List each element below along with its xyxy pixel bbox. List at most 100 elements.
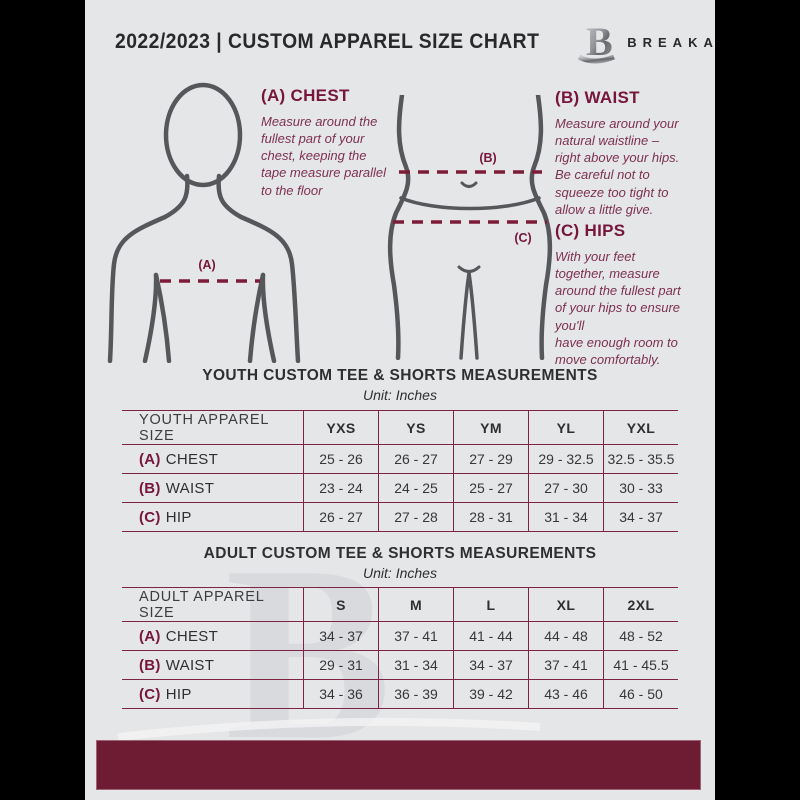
- breakaway-logo-icon: B: [578, 19, 616, 64]
- adult-col-header: ADULT APPAREL SIZE: [139, 588, 265, 621]
- youth-col-header: YL: [528, 411, 603, 444]
- watermark-swoosh: [117, 717, 541, 741]
- figure-left-hip-side: [387, 95, 411, 360]
- chest-guide-heading: (A) CHEST: [261, 86, 350, 105]
- table-cell: 28 - 31: [453, 502, 528, 531]
- waist-guide-text: Measure around your natural waistline – …: [555, 116, 680, 217]
- table-cell: 26 - 27: [303, 502, 378, 531]
- waist-line-label: (B): [479, 151, 496, 165]
- table-cell: 37 - 41: [528, 650, 603, 679]
- row-label-text: CHEST: [165, 450, 219, 468]
- row-prefix: (B): [139, 656, 161, 674]
- table-cell: 25 - 27: [453, 473, 528, 502]
- adult-col-header: 2XL: [603, 588, 678, 621]
- figure-left-torso-side: [153, 272, 172, 363]
- figure-right-hip-side: [529, 95, 553, 360]
- row-label-text: WAIST: [165, 656, 215, 674]
- adult-size-table: ADULT APPAREL SIZE S M L XL 2XL (A) CHES…: [122, 587, 678, 709]
- youth-size-table: YOUTH APPAREL SIZE YXS YS YM YL YXL (A) …: [122, 410, 678, 532]
- table-cell: 34 - 37: [303, 621, 378, 650]
- adult-table-unit: Unit: Inches: [363, 565, 437, 581]
- figure-head: [163, 82, 243, 188]
- table-cell: 39 - 42: [453, 679, 528, 708]
- table-cell: 34 - 37: [603, 502, 678, 531]
- table-cell: 36 - 39: [378, 679, 453, 708]
- figure-navel: [460, 181, 478, 188]
- hip-line-label: (C): [514, 231, 531, 245]
- figure-right-shoulder-arm: [216, 173, 301, 363]
- table-cell: 29 - 32.5: [528, 444, 603, 473]
- chest-guide-text: Measure around the fullest part of your …: [261, 114, 387, 198]
- table-cell: 27 - 30: [528, 473, 603, 502]
- page-header: 2022/2023 | CUSTOM APPAREL SIZE CHART B: [115, 19, 715, 64]
- table-cell: 41 - 44: [453, 621, 528, 650]
- table-cell: 44 - 48: [528, 621, 603, 650]
- table-cell: 34 - 36: [303, 679, 378, 708]
- table-cell: 25 - 26: [303, 444, 378, 473]
- youth-row-label: (C) HIP: [122, 502, 303, 531]
- chest-line-label: (A): [198, 258, 215, 272]
- youth-col-header: YXL: [603, 411, 678, 444]
- youth-row-label: (A) CHEST: [122, 444, 303, 473]
- row-prefix: (A): [139, 450, 161, 468]
- page-title: 2022/2023 | CUSTOM APPAREL SIZE CHART: [115, 30, 540, 53]
- table-cell: 23 - 24: [303, 473, 378, 502]
- table-cell: 46 - 50: [603, 679, 678, 708]
- figure-right-inner-thigh: [467, 271, 479, 360]
- table-cell: 48 - 52: [603, 621, 678, 650]
- upper-body-figure: (A): [107, 82, 301, 363]
- hips-guide-text: With your feet together, measure around …: [555, 249, 681, 367]
- adult-col-header: S: [303, 588, 378, 621]
- adult-table-title: ADULT CUSTOM TEE & SHORTS MEASUREMENTS: [203, 545, 597, 562]
- table-cell: 34 - 37: [453, 650, 528, 679]
- youth-row-label: (B) WAIST: [122, 473, 303, 502]
- youth-col-header: YM: [453, 411, 528, 444]
- table-cell: 27 - 28: [378, 502, 453, 531]
- table-cell: 31 - 34: [378, 650, 453, 679]
- figure-waistband-curve: [399, 196, 541, 211]
- table-cell: 30 - 33: [603, 473, 678, 502]
- logo-swoosh: [578, 54, 616, 64]
- row-prefix: (C): [139, 685, 161, 703]
- table-cell: 41 - 45.5: [603, 650, 678, 679]
- figure-left-shoulder-arm: [107, 173, 190, 363]
- row-label-text: CHEST: [165, 627, 219, 645]
- row-label-text: WAIST: [165, 479, 215, 497]
- size-chart-page: B 2022/2023 | CUSTOM APPAREL SIZE CHART: [85, 0, 715, 800]
- adult-row-label: (C) HIP: [122, 679, 303, 708]
- row-prefix: (B): [139, 479, 161, 497]
- table-cell: 32.5 - 35.5: [603, 444, 678, 473]
- adult-col-header: L: [453, 588, 528, 621]
- adult-col-header: M: [378, 588, 453, 621]
- figure-right-inner-arm: [260, 272, 277, 363]
- figure-left-inner-thigh: [459, 271, 471, 360]
- figure-crotch-curve: [457, 265, 481, 273]
- adult-col-header: XL: [528, 588, 603, 621]
- adult-row-label: (B) WAIST: [122, 650, 303, 679]
- row-prefix: (C): [139, 508, 161, 526]
- figure-right-torso-side: [247, 272, 266, 363]
- figure-left-inner-arm: [142, 272, 159, 363]
- brand-block: B BREAKAWAY: [576, 17, 715, 67]
- brand-name: BREAKAWAY: [627, 34, 715, 50]
- table-cell: 37 - 41: [378, 621, 453, 650]
- youth-table-title: YOUTH CUSTOM TEE & SHORTS MEASUREMENTS: [202, 367, 598, 384]
- table-cell: 26 - 27: [378, 444, 453, 473]
- table-cell: 27 - 29: [453, 444, 528, 473]
- row-label-text: HIP: [165, 685, 192, 703]
- footer-accent-bar: [96, 740, 701, 790]
- table-cell: 43 - 46: [528, 679, 603, 708]
- youth-col-header: YS: [378, 411, 453, 444]
- table-cell: 24 - 25: [378, 473, 453, 502]
- youth-col-header: YXS: [303, 411, 378, 444]
- chest-guide: (A) CHEST Measure around the fullest par…: [261, 86, 399, 199]
- row-prefix: (A): [139, 627, 161, 645]
- row-label-text: HIP: [165, 508, 192, 526]
- lower-body-figure: (B) (C): [387, 95, 553, 360]
- table-cell: 31 - 34: [528, 502, 603, 531]
- adult-row-label: (A) CHEST: [122, 621, 303, 650]
- hips-guide-heading: (C) HIPS: [555, 221, 626, 240]
- waist-guide: (B) WAIST Measure around your natural wa…: [555, 88, 707, 218]
- youth-table-unit: Unit: Inches: [363, 387, 437, 403]
